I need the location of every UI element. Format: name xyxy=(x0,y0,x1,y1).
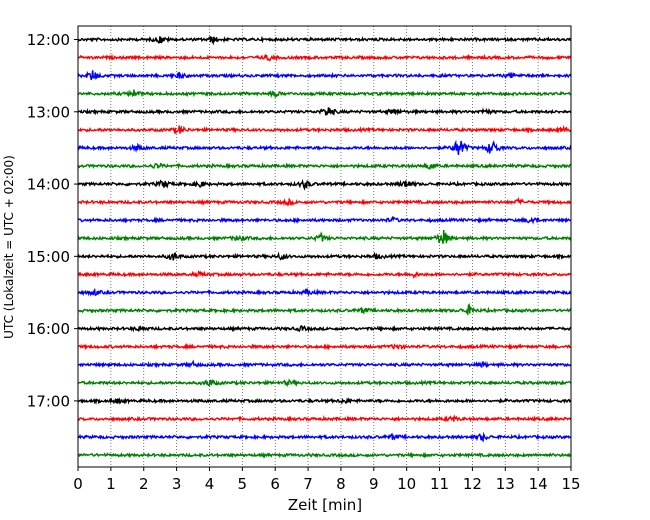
trace-1445 xyxy=(77,229,572,244)
x-tick-label: 11 xyxy=(430,475,449,493)
x-tick-label: 0 xyxy=(73,475,83,493)
trace-1230 xyxy=(77,70,572,81)
x-tick-label: 14 xyxy=(529,475,548,493)
trace-1500 xyxy=(77,251,572,261)
trace-1215 xyxy=(77,53,572,62)
trace-1300 xyxy=(77,107,572,117)
x-tick-label: 12 xyxy=(463,475,482,493)
x-tick-label: 5 xyxy=(238,475,248,493)
trace-layer xyxy=(77,35,572,459)
trace-1345 xyxy=(77,162,572,171)
x-tick-label: 4 xyxy=(205,475,215,493)
y-tick-label: 12:00 xyxy=(27,31,70,49)
trace-1645 xyxy=(77,378,572,387)
x-tick-label: 6 xyxy=(270,475,280,493)
y-tick-label: 14:00 xyxy=(27,176,70,194)
trace-1200 xyxy=(77,35,572,46)
trace-1315 xyxy=(77,124,572,135)
trace-1715 xyxy=(77,414,572,423)
x-tick-label: 8 xyxy=(336,475,346,493)
x-tick-label: 13 xyxy=(496,475,515,493)
x-axis: 0 1 2 3 4 5 6 7 8 9 10 11 12 13 14 15 xyxy=(73,467,581,493)
trace-1700 xyxy=(77,397,572,405)
y-tick-label: 16:00 xyxy=(27,320,70,338)
y-tick-label: 13:00 xyxy=(27,103,70,121)
y-tick-label: 17:00 xyxy=(27,392,70,410)
trace-1615 xyxy=(77,342,572,351)
trace-1545 xyxy=(77,303,572,315)
trace-1400 xyxy=(77,178,572,191)
trace-1430 xyxy=(77,215,572,225)
y-axis-label: UTC (Lokalzeit = UTC + 02:00) xyxy=(2,155,16,339)
trace-1515 xyxy=(77,270,572,279)
x-tick-label: 7 xyxy=(303,475,313,493)
trace-1415 xyxy=(77,196,572,207)
x-axis-label: Zeit [min] xyxy=(288,496,362,514)
trace-1730 xyxy=(77,431,572,443)
y-tick-label: 15:00 xyxy=(27,248,70,266)
plot-frame xyxy=(77,25,572,468)
trace-1630 xyxy=(77,359,572,369)
y-axis: 12:00 13:00 14:00 15:00 16:00 17:00 xyxy=(27,31,78,410)
trace-1530 xyxy=(77,287,572,297)
trace-1245 xyxy=(77,89,572,99)
x-tick-label: 3 xyxy=(172,475,182,493)
x-tick-label: 10 xyxy=(397,475,416,493)
x-tick-label: 9 xyxy=(369,475,379,493)
x-tick-label: 2 xyxy=(139,475,149,493)
trace-1330 xyxy=(77,139,572,156)
x-tick-label: 15 xyxy=(561,475,580,493)
trace-1600 xyxy=(77,324,572,333)
trace-1745 xyxy=(77,451,572,459)
x-tick-label: 1 xyxy=(106,475,116,493)
